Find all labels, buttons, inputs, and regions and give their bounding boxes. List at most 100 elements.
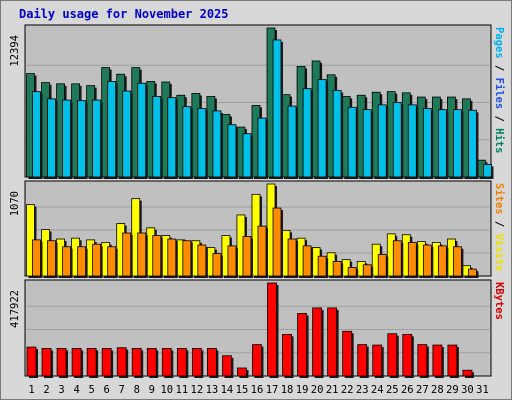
top-bar-files-24 — [377, 104, 389, 179]
top-bar-files-23 — [362, 109, 374, 179]
x-tick-label-27: 27 — [416, 384, 429, 396]
legend-hits: Hits — [493, 128, 505, 153]
top-bar-files-2 — [47, 98, 58, 179]
middle-bar-sites-14 — [227, 245, 238, 278]
middle-bar-sites-4 — [77, 246, 88, 278]
x-tick-label-20: 20 — [311, 384, 324, 396]
middle-bar-sites-9 — [152, 235, 163, 278]
top-bar-files-11 — [182, 106, 193, 179]
top-bar-files-7 — [122, 90, 133, 179]
middle-bar-sites-13 — [212, 253, 223, 278]
bottom-bar-kbytes-17 — [267, 282, 279, 378]
bottom-bar-kbytes-3 — [56, 348, 69, 378]
legend-separator: / — [493, 215, 505, 234]
x-tick-label-25: 25 — [386, 384, 399, 396]
middle-bar-sites-3 — [62, 246, 73, 278]
x-tick-label-12: 12 — [191, 384, 204, 396]
top-bar-files-25 — [392, 102, 404, 179]
middle-bar-sites-21 — [332, 260, 344, 278]
x-tick-label-13: 13 — [206, 384, 219, 396]
middle-bar-sites-1 — [32, 239, 43, 278]
top-bar-files-22 — [347, 106, 359, 179]
middle-bar-sites-10 — [167, 238, 178, 278]
bottom-bar-kbytes-9 — [146, 348, 159, 378]
top-bar-files-3 — [62, 99, 73, 179]
top-bar-files-10 — [167, 97, 178, 179]
middle-bar-sites-15 — [242, 236, 253, 278]
bottom-bar-kbytes-8 — [131, 348, 144, 378]
bottom-bar-kbytes-27 — [417, 344, 429, 378]
x-tick-label-30: 30 — [461, 384, 474, 396]
top-bar-files-26 — [407, 104, 419, 179]
legend-separator: / — [493, 59, 505, 78]
x-tick-label-24: 24 — [371, 384, 384, 396]
bottom-bar-kbytes-24 — [372, 344, 384, 378]
bottom-bar-kbytes-13 — [206, 348, 219, 378]
top-bar-files-17 — [272, 39, 284, 179]
x-tick-label-8: 8 — [134, 384, 140, 396]
middle-legend-label: Sites / Visits — [493, 183, 505, 272]
middle-bar-sites-19 — [302, 245, 314, 278]
middle-bar-sites-25 — [392, 240, 404, 278]
bottom-bar-kbytes-6 — [101, 348, 114, 378]
legend-files: Files — [493, 78, 505, 110]
middle-bar-sites-30 — [468, 268, 479, 278]
middle-bar-sites-29 — [453, 246, 464, 278]
x-tick-label-11: 11 — [176, 384, 189, 396]
top-bar-files-13 — [212, 110, 223, 179]
bottom-bar-kbytes-1 — [26, 346, 38, 378]
x-tick-label-19: 19 — [296, 384, 309, 396]
top-bar-files-4 — [77, 100, 88, 179]
bottom-bar-kbytes-2 — [41, 348, 54, 378]
bottom-bar-kbytes-20 — [312, 307, 324, 378]
bottom-bar-kbytes-22 — [342, 330, 354, 378]
x-tick-label-14: 14 — [221, 384, 234, 396]
top-bar-files-14 — [227, 124, 238, 179]
bottom-ymax-label: 417922 — [9, 290, 21, 328]
top-bar-files-21 — [332, 90, 344, 179]
middle-bar-sites-5 — [92, 243, 103, 278]
top-bar-files-16 — [257, 117, 268, 179]
middle-bar-sites-22 — [347, 267, 359, 278]
bottom-bar-kbytes-23 — [357, 344, 369, 378]
bottom-bar-kbytes-19 — [297, 313, 309, 378]
top-bar-files-18 — [287, 105, 299, 179]
x-tick-label-5: 5 — [88, 384, 94, 396]
middle-ymax-label: 1070 — [9, 191, 21, 216]
x-tick-label-17: 17 — [266, 384, 279, 396]
middle-bar-sites-6 — [107, 246, 118, 278]
middle-bar-sites-27 — [422, 244, 434, 278]
middle-bar-sites-7 — [122, 232, 133, 278]
middle-bar-sites-18 — [287, 238, 299, 278]
x-tick-label-15: 15 — [236, 384, 249, 396]
bottom-bar-kbytes-5 — [86, 348, 99, 378]
top-bar-files-20 — [317, 79, 329, 179]
x-tick-label-22: 22 — [341, 384, 354, 396]
x-tick-label-29: 29 — [446, 384, 459, 396]
middle-bar-sites-12 — [197, 244, 208, 278]
x-tick-label-7: 7 — [119, 384, 125, 396]
middle-bar-sites-24 — [377, 254, 389, 278]
top-bar-files-27 — [422, 108, 434, 179]
bottom-bar-kbytes-10 — [161, 348, 174, 378]
legend-kbytes: KBytes — [493, 282, 505, 320]
top-bar-files-30 — [468, 109, 479, 179]
bottom-bar-kbytes-21 — [327, 307, 339, 378]
middle-bar-sites-11 — [182, 240, 193, 278]
x-tick-label-4: 4 — [73, 384, 79, 396]
top-legend-label: Pages / Files / Hits — [493, 27, 505, 153]
top-bar-files-6 — [107, 81, 118, 179]
middle-bar-sites-23 — [362, 264, 374, 278]
x-tick-label-23: 23 — [356, 384, 369, 396]
bottom-bar-kbytes-25 — [387, 333, 399, 378]
middle-bar-sites-8 — [137, 232, 148, 278]
bottom-bar-kbytes-29 — [447, 344, 459, 378]
legend-pages: Pages — [493, 27, 505, 59]
x-tick-label-21: 21 — [326, 384, 339, 396]
x-tick-label-1: 1 — [28, 384, 34, 396]
middle-bar-sites-17 — [272, 207, 284, 278]
top-bar-files-12 — [197, 108, 208, 179]
bottom-bar-kbytes-11 — [176, 348, 189, 378]
top-bar-files-29 — [453, 109, 464, 179]
x-tick-label-28: 28 — [431, 384, 444, 396]
